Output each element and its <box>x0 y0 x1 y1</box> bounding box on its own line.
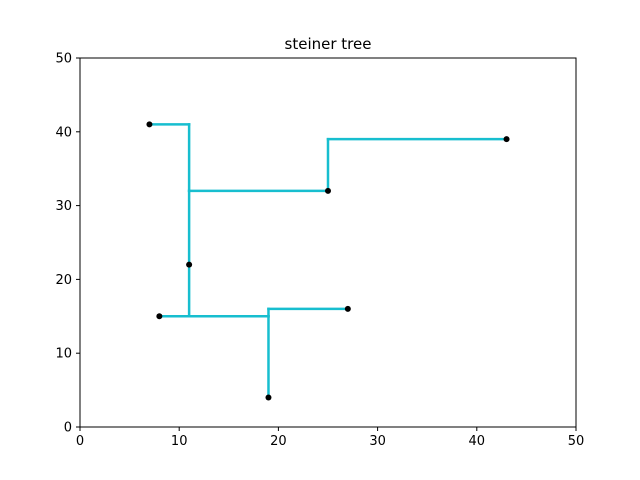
y-tick-label: 0 <box>64 421 72 436</box>
edges-layer <box>148 123 508 399</box>
y-tick-label: 30 <box>55 199 72 214</box>
terminal-point-0 <box>146 121 153 128</box>
x-tick-label: 50 <box>568 434 585 449</box>
y-tick-label: 40 <box>55 125 72 140</box>
terminal-point-2 <box>325 187 331 194</box>
terminal-point-1 <box>503 136 510 143</box>
terminal-point-5 <box>156 313 163 320</box>
y-tick-label: 20 <box>55 273 72 288</box>
x-tick-label: 10 <box>171 434 188 449</box>
y-axis-ticks: 0 10 20 30 40 50 <box>55 52 80 436</box>
x-tick-label: 0 <box>76 434 84 449</box>
terminal-point-3 <box>186 261 193 268</box>
x-tick-label: 30 <box>369 434 386 449</box>
x-axis-ticks: 0 10 20 30 40 50 <box>76 427 584 449</box>
points-layer <box>146 121 510 401</box>
y-tick-label: 10 <box>55 347 72 362</box>
x-tick-label: 40 <box>469 434 486 449</box>
terminal-point-6 <box>265 394 272 401</box>
x-tick-label: 20 <box>270 434 287 449</box>
plot-area <box>80 58 576 427</box>
chart-title: steiner tree <box>285 35 372 53</box>
y-tick-label: 50 <box>55 52 72 67</box>
axes-frame <box>79 57 577 428</box>
terminal-point-4 <box>344 305 351 312</box>
